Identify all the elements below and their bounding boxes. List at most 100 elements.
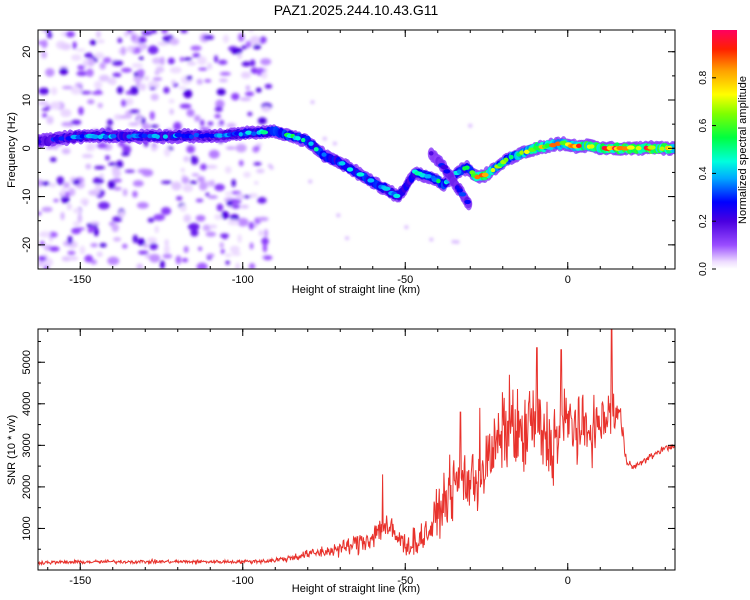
noise-blob xyxy=(153,214,166,221)
noise-blob xyxy=(94,183,102,192)
noise-blob xyxy=(248,193,258,198)
ridge-core xyxy=(110,133,117,139)
noise-blob xyxy=(38,40,43,45)
ridge-core xyxy=(647,145,656,150)
noise-blob xyxy=(152,57,162,65)
noise-blob xyxy=(79,245,86,255)
ridge-core xyxy=(162,134,168,139)
noise-blob xyxy=(130,33,137,42)
noise-blob xyxy=(48,236,53,243)
noise-blob xyxy=(136,263,144,269)
noise-blob xyxy=(231,92,240,101)
ridge-core xyxy=(626,145,635,150)
noise-blob xyxy=(204,78,212,83)
ridge-core xyxy=(188,134,194,139)
noise-blob xyxy=(99,173,104,179)
ridge-core xyxy=(102,134,109,139)
noise-blob xyxy=(186,61,197,66)
noise-blob xyxy=(94,52,105,59)
noise-blob xyxy=(107,180,116,190)
noise-blob xyxy=(47,231,58,238)
noise-blob xyxy=(455,240,460,244)
noise-blob xyxy=(229,245,240,253)
ridge-core xyxy=(155,134,160,139)
noise-blob xyxy=(263,255,273,261)
noise-blob xyxy=(45,68,55,77)
noise-blob xyxy=(160,180,173,184)
noise-blob xyxy=(197,246,203,251)
noise-blob xyxy=(249,242,254,250)
ridge-core xyxy=(456,188,463,193)
noise-blob xyxy=(157,41,169,46)
noise-blob xyxy=(451,239,456,244)
noise-blob xyxy=(240,71,251,79)
ridge-core xyxy=(300,137,306,143)
noise-blob xyxy=(77,213,83,223)
noise-blob xyxy=(254,181,259,185)
noise-blob xyxy=(240,204,249,209)
noise-blob xyxy=(84,254,94,263)
noise-blob xyxy=(87,58,95,67)
noise-blob xyxy=(121,46,126,56)
noise-blob xyxy=(41,39,48,49)
snr-frame xyxy=(37,328,676,571)
noise-blob xyxy=(88,226,96,232)
noise-blob xyxy=(41,206,53,213)
noise-blob xyxy=(84,52,93,59)
spectrogram-x-axis-label: Height of straight line (km) xyxy=(292,284,420,296)
noise-blob xyxy=(111,60,124,66)
noise-blob xyxy=(67,235,73,245)
noise-blob xyxy=(46,30,51,34)
noise-blob xyxy=(42,113,48,118)
ridge-core xyxy=(523,149,530,155)
noise-blob xyxy=(72,41,77,50)
noise-blob xyxy=(218,59,228,65)
noise-blob xyxy=(135,80,141,87)
snr-x-axis-label: Height of straight line (km) xyxy=(292,583,420,595)
noise-blob xyxy=(80,90,92,95)
ridge-core xyxy=(38,139,42,144)
noise-blob xyxy=(164,238,169,246)
noise-blob xyxy=(93,80,103,90)
noise-blob xyxy=(198,182,208,191)
noise-blob xyxy=(256,168,265,174)
ridge-core xyxy=(338,161,346,166)
noise-blob xyxy=(227,219,240,226)
noise-blob xyxy=(75,48,86,52)
noise-blob xyxy=(141,169,154,177)
noise-blob xyxy=(61,147,71,155)
ridge-core xyxy=(216,133,224,138)
noise-blob xyxy=(179,204,187,212)
noise-blob xyxy=(209,179,215,187)
noise-blob xyxy=(245,40,252,48)
noise-blob xyxy=(120,67,133,73)
noise-blob xyxy=(260,58,272,66)
noise-blob xyxy=(90,221,100,225)
snr-plot-area xyxy=(38,329,675,570)
noise-blob xyxy=(61,121,73,127)
colorbar-tick-label: 0.8 xyxy=(698,70,709,84)
ridge-core xyxy=(208,133,216,139)
noise-blob xyxy=(239,97,252,102)
noise-blob xyxy=(141,122,151,131)
snr-x-tick-label: 0 xyxy=(565,575,571,587)
noise-blob xyxy=(261,71,268,79)
noise-blob xyxy=(180,30,188,34)
noise-blob xyxy=(113,237,122,242)
spectrogram-frame xyxy=(37,29,676,270)
snr-axes: -150 -100 -50 0 1000 2000 3000 4000 5000 xyxy=(21,328,676,587)
noise-blob xyxy=(68,256,79,261)
noise-blob xyxy=(175,255,182,265)
noise-blob xyxy=(122,144,132,154)
noise-blob xyxy=(207,62,213,70)
noise-blob xyxy=(180,167,185,172)
noise-blob xyxy=(169,108,174,115)
noise-blob xyxy=(149,86,157,91)
noise-blob xyxy=(137,238,146,246)
noise-blob xyxy=(186,108,195,117)
noise-blob xyxy=(214,214,223,220)
spectrogram-y-tick-label: -10 xyxy=(21,189,33,205)
noise-blob xyxy=(249,35,261,45)
